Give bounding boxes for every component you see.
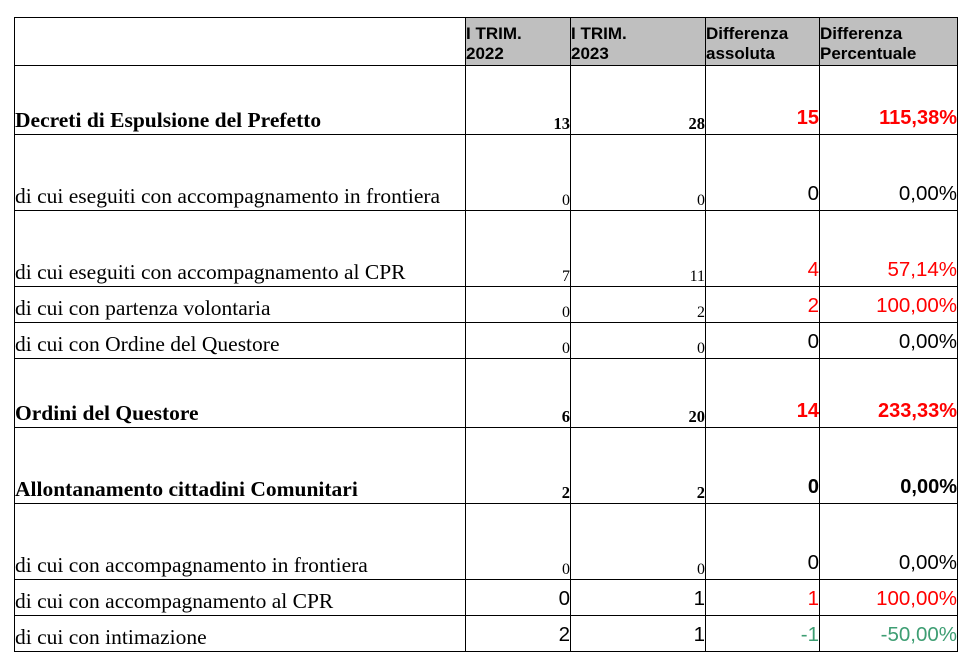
table-row: di cui con accompagnamento in frontiera 0… (14, 503, 958, 580)
row-label: Decreti di Espulsione del Prefetto (14, 65, 466, 135)
value-trim-2022: 0 (465, 286, 571, 323)
header-line-1: I TRIM. (466, 23, 522, 43)
column-header-trim-2022: I TRIM. 2022 (465, 17, 571, 66)
header-line-1: Differenza (706, 23, 789, 43)
header-row: I TRIM. 2022 I TRIM. 2023 Differenza ass… (14, 17, 958, 66)
row-label: Allontanamento cittadini Comunitari (14, 427, 466, 504)
table-row: di cui eseguiti con accompagnamento in f… (14, 134, 958, 211)
value-trim-2023: 1 (570, 579, 706, 616)
column-header-label (14, 17, 466, 66)
value-trim-2023: 0 (570, 503, 706, 580)
expulsion-statistics-table: I TRIM. 2022 I TRIM. 2023 Differenza ass… (14, 17, 958, 652)
table-row: Decreti di Espulsione del Prefetto 13 28 15… (14, 65, 958, 135)
table-body: Decreti di Espulsione del Prefetto 13 28 15… (14, 65, 958, 652)
value-trim-2023: 0 (570, 322, 706, 359)
table-row: Allontanamento cittadini Comunitari 2 2 0 0,… (14, 427, 958, 504)
statistics-table-container: I TRIM. 2022 I TRIM. 2023 Differenza ass… (14, 17, 958, 652)
row-label: di cui con accompagnamento al CPR (14, 579, 466, 616)
value-trim-2023: 20 (570, 358, 706, 428)
value-differenza-percentuale: 100,00% (819, 286, 958, 323)
row-label: di cui con intimazione (14, 615, 466, 652)
value-trim-2022: 2 (465, 427, 571, 504)
row-label: Ordini del Questore (14, 358, 466, 428)
row-label: di cui con Ordine del Questore (14, 322, 466, 359)
value-trim-2023: 2 (570, 427, 706, 504)
value-differenza-percentuale: 115,38% (819, 65, 958, 135)
value-differenza-percentuale: 233,33% (819, 358, 958, 428)
row-label: di cui eseguiti con accompagnamento al C… (14, 210, 466, 287)
header-line-2: 2023 (571, 44, 609, 64)
header-line-2: 2022 (466, 44, 504, 64)
table-row: Ordini del Questore 6 20 14 233,33% (14, 358, 958, 428)
value-differenza-percentuale: 100,00% (819, 579, 958, 616)
row-label: di cui con partenza volontaria (14, 286, 466, 323)
value-differenza-percentuale: -50,00% (819, 615, 958, 652)
value-differenza-assoluta: 4 (705, 210, 820, 287)
header-line-1: I TRIM. (571, 23, 627, 43)
value-trim-2022: 0 (465, 579, 571, 616)
value-trim-2023: 28 (570, 65, 706, 135)
value-trim-2023: 1 (570, 615, 706, 652)
table-row: di cui con Ordine del Questore 0 0 0 0,00% (14, 322, 958, 359)
value-differenza-assoluta: 14 (705, 358, 820, 428)
value-differenza-assoluta: 15 (705, 65, 820, 135)
value-trim-2022: 0 (465, 134, 571, 211)
value-differenza-percentuale: 0,00% (819, 427, 958, 504)
header-line-2: assoluta (706, 44, 775, 64)
column-header-differenza-assoluta: Differenza assoluta (705, 17, 820, 66)
value-trim-2022: 2 (465, 615, 571, 652)
table-row: di cui con intimazione 2 1 -1 -50,00% (14, 615, 958, 652)
value-differenza-percentuale: 0,00% (819, 503, 958, 580)
value-trim-2022: 7 (465, 210, 571, 287)
value-differenza-percentuale: 57,14% (819, 210, 958, 287)
row-label: di cui con accompagnamento in frontiera (14, 503, 466, 580)
value-trim-2022: 13 (465, 65, 571, 135)
value-differenza-assoluta: 0 (705, 503, 820, 580)
table-header: I TRIM. 2022 I TRIM. 2023 Differenza ass… (14, 17, 958, 66)
value-differenza-assoluta: -1 (705, 615, 820, 652)
value-trim-2022: 0 (465, 503, 571, 580)
table-row: di cui eseguiti con accompagnamento al C… (14, 210, 958, 287)
value-differenza-assoluta: 0 (705, 322, 820, 359)
value-differenza-percentuale: 0,00% (819, 134, 958, 211)
value-differenza-assoluta: 0 (705, 427, 820, 504)
table-row: di cui con partenza volontaria 0 2 2 100,00% (14, 286, 958, 323)
value-differenza-assoluta: 1 (705, 579, 820, 616)
header-line-1: Differenza (820, 23, 903, 43)
value-differenza-percentuale: 0,00% (819, 322, 958, 359)
column-header-trim-2023: I TRIM. 2023 (570, 17, 706, 66)
row-label: di cui eseguiti con accompagnamento in f… (14, 134, 466, 211)
value-trim-2022: 6 (465, 358, 571, 428)
value-differenza-assoluta: 2 (705, 286, 820, 323)
value-trim-2023: 2 (570, 286, 706, 323)
value-trim-2023: 11 (570, 210, 706, 287)
table-row: di cui con accompagnamento al CPR 0 1 1 100,… (14, 579, 958, 616)
value-differenza-assoluta: 0 (705, 134, 820, 211)
value-trim-2023: 0 (570, 134, 706, 211)
header-line-2: Percentuale (820, 44, 917, 64)
value-trim-2022: 0 (465, 322, 571, 359)
column-header-differenza-percentuale: Differenza Percentuale (819, 17, 958, 66)
